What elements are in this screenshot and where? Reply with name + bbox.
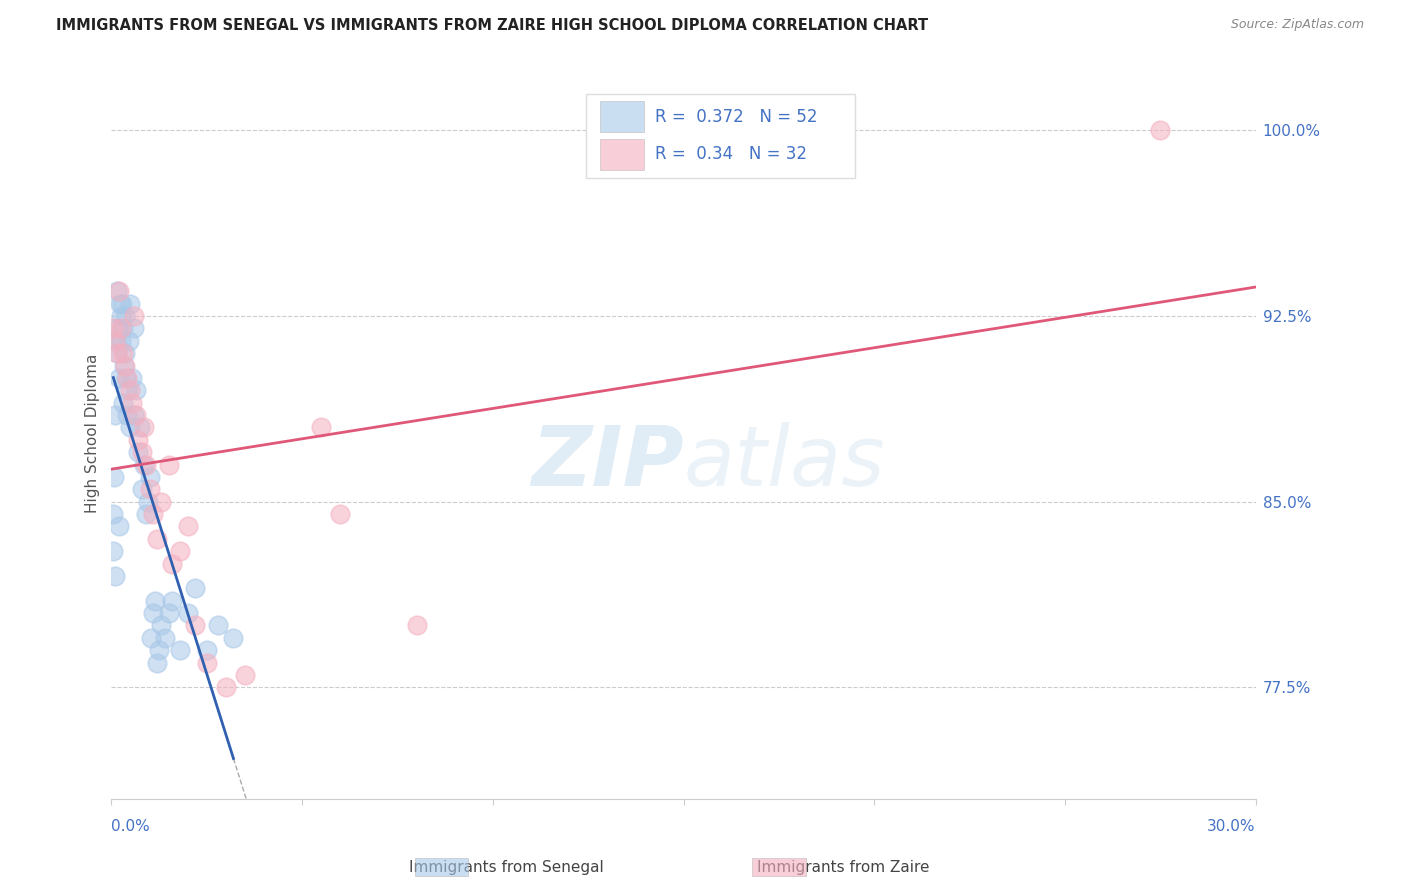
Point: [148, 643, 170, 657]
Point: [115, 371, 138, 385]
Point: [103, 321, 125, 335]
Point: [111, 296, 134, 310]
Point: [115, 408, 138, 422]
Point: [136, 494, 159, 508]
Point: [108, 519, 131, 533]
Point: [153, 631, 176, 645]
Point: [117, 384, 139, 398]
Point: [107, 321, 129, 335]
Bar: [586, 94, 855, 178]
Point: [120, 296, 142, 310]
Point: [142, 507, 165, 521]
Point: [103, 544, 125, 558]
Text: R =  0.372   N = 52: R = 0.372 N = 52: [655, 108, 817, 126]
Point: [111, 346, 134, 360]
Text: ZIP: ZIP: [531, 422, 683, 503]
Point: [131, 483, 153, 497]
Point: [121, 395, 143, 409]
Point: [150, 494, 173, 508]
Point: [124, 408, 146, 422]
Point: [129, 420, 152, 434]
Bar: [600, 101, 644, 132]
Text: Source: ZipAtlas.com: Source: ZipAtlas.com: [1230, 18, 1364, 31]
Point: [195, 643, 218, 657]
Point: [110, 321, 132, 335]
Point: [405, 618, 427, 632]
Text: Immigrants from Zaire: Immigrants from Zaire: [758, 860, 929, 874]
Point: [111, 321, 134, 335]
Point: [110, 309, 132, 323]
Point: [138, 470, 160, 484]
Text: R =  0.34   N = 32: R = 0.34 N = 32: [655, 145, 807, 163]
Y-axis label: High School Diploma: High School Diploma: [86, 354, 100, 513]
Bar: [600, 139, 644, 169]
Point: [142, 606, 165, 620]
Point: [105, 346, 128, 360]
Point: [105, 285, 128, 299]
Point: [108, 371, 131, 385]
Point: [121, 371, 143, 385]
Point: [157, 458, 180, 472]
Point: [169, 643, 191, 657]
Point: [103, 470, 125, 484]
Point: [127, 433, 149, 447]
Point: [207, 618, 229, 632]
Point: [114, 346, 136, 360]
Point: [108, 296, 131, 310]
Point: [115, 371, 138, 385]
Point: [132, 420, 155, 434]
Point: [114, 359, 136, 373]
Text: 30.0%: 30.0%: [1208, 819, 1256, 834]
Point: [132, 458, 155, 472]
Point: [105, 346, 128, 360]
Point: [120, 384, 142, 398]
Text: atlas: atlas: [683, 422, 886, 503]
Point: [110, 334, 132, 348]
Point: [114, 309, 136, 323]
Point: [176, 606, 198, 620]
Point: [141, 631, 163, 645]
Point: [135, 507, 157, 521]
Point: [125, 408, 148, 422]
Point: [162, 593, 184, 607]
Point: [108, 285, 131, 299]
Text: Immigrants from Senegal: Immigrants from Senegal: [409, 860, 603, 874]
Point: [157, 606, 180, 620]
Point: [111, 395, 134, 409]
Point: [104, 334, 127, 348]
Point: [112, 359, 135, 373]
Point: [215, 681, 238, 695]
Text: IMMIGRANTS FROM SENEGAL VS IMMIGRANTS FROM ZAIRE HIGH SCHOOL DIPLOMA CORRELATION: IMMIGRANTS FROM SENEGAL VS IMMIGRANTS FR…: [56, 18, 928, 33]
Point: [176, 519, 198, 533]
Point: [1149, 123, 1171, 137]
Point: [120, 420, 142, 434]
Point: [169, 544, 191, 558]
Point: [124, 309, 146, 323]
Point: [117, 334, 139, 348]
Point: [146, 532, 169, 546]
Point: [222, 631, 245, 645]
Point: [146, 656, 169, 670]
Point: [135, 458, 157, 472]
Point: [127, 445, 149, 459]
Point: [309, 420, 332, 434]
Point: [329, 507, 352, 521]
Point: [184, 618, 207, 632]
Point: [184, 582, 207, 596]
Point: [125, 384, 148, 398]
Point: [233, 668, 256, 682]
Text: 0.0%: 0.0%: [111, 819, 150, 834]
Point: [162, 557, 184, 571]
Point: [104, 408, 127, 422]
Point: [143, 593, 166, 607]
Point: [131, 445, 153, 459]
Point: [104, 334, 127, 348]
Point: [104, 569, 127, 583]
Point: [122, 321, 145, 335]
Point: [138, 483, 160, 497]
Point: [150, 618, 173, 632]
Point: [195, 656, 218, 670]
Point: [103, 507, 125, 521]
